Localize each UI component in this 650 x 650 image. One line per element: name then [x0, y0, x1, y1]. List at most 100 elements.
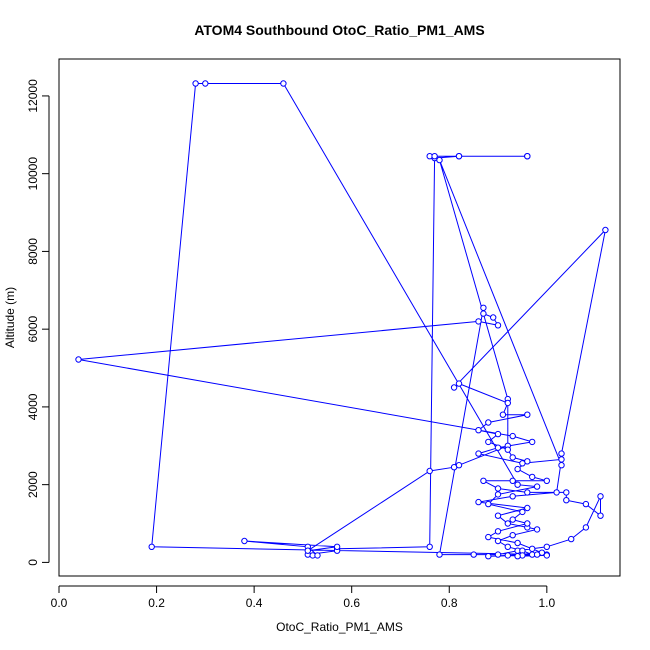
- data-point: [490, 314, 497, 321]
- data-point: [485, 419, 492, 426]
- data-point: [436, 551, 443, 558]
- data-point: [504, 520, 511, 527]
- data-point: [504, 399, 511, 407]
- data-point: [533, 551, 541, 558]
- y-tick-label: 2000: [26, 471, 40, 498]
- data-point: [524, 411, 531, 418]
- data-point: [524, 520, 531, 527]
- data-point: [499, 411, 507, 418]
- data-point: [524, 153, 531, 160]
- data-point: [543, 477, 550, 484]
- data-point: [426, 467, 433, 475]
- data-point: [148, 543, 155, 550]
- data-point: [597, 512, 604, 519]
- chart-title: ATOM4 Southbound OtoC_Ratio_PM1_AMS: [194, 22, 484, 38]
- data-point: [514, 553, 521, 560]
- data-point: [475, 450, 482, 457]
- y-axis-label: Altitude (m): [3, 287, 17, 348]
- data-point: [582, 524, 590, 531]
- data-point: [558, 450, 565, 457]
- data-point: [494, 491, 502, 498]
- data-point: [597, 493, 604, 500]
- data-point: [509, 493, 516, 500]
- data-point: [602, 226, 609, 234]
- x-tick-label: 0.4: [246, 596, 263, 610]
- data-point: [529, 545, 536, 552]
- plot-frame: [58, 58, 621, 577]
- data-point: [563, 497, 570, 504]
- y-tick-label: 6000: [26, 315, 40, 342]
- data-point: [509, 454, 516, 461]
- data-point: [568, 535, 575, 543]
- data-point: [431, 153, 438, 160]
- data-point: [553, 489, 560, 496]
- y-tick-label: 10000: [26, 157, 40, 191]
- data-point: [314, 552, 321, 559]
- data-point: [558, 462, 565, 469]
- y-tick-label: 8000: [26, 238, 40, 265]
- data-point: [582, 500, 590, 508]
- data-point: [470, 551, 477, 558]
- data-point: [509, 532, 516, 539]
- data-point: [475, 427, 482, 434]
- x-tick-label: 0.2: [148, 596, 165, 610]
- data-point: [426, 543, 433, 550]
- data-point: [504, 543, 511, 550]
- data-point: [485, 500, 492, 508]
- data-point: [475, 498, 482, 506]
- data-point: [514, 539, 521, 547]
- data-point: [543, 552, 550, 559]
- data-point: [494, 551, 502, 558]
- data-series: [75, 80, 609, 560]
- data-point: [485, 533, 492, 541]
- data-point: [494, 322, 502, 329]
- data-point: [450, 384, 458, 391]
- data-point: [504, 552, 511, 559]
- x-tick-label: 1.0: [538, 596, 555, 610]
- data-point: [509, 477, 516, 484]
- data-point: [529, 438, 536, 446]
- y-tick-label: 12000: [26, 79, 40, 113]
- data-point: [202, 80, 209, 87]
- data-point: [480, 310, 487, 317]
- data-point: [519, 508, 526, 516]
- data-point: [480, 477, 487, 484]
- x-tick-label: 0.0: [51, 596, 68, 610]
- data-point: [563, 489, 570, 496]
- data-point: [485, 438, 492, 446]
- data-point: [524, 489, 531, 496]
- data-point: [436, 156, 443, 164]
- data-point: [475, 318, 482, 325]
- y-tick-label: 4000: [26, 393, 40, 420]
- data-point: [455, 153, 463, 160]
- data-point: [304, 547, 311, 554]
- x-axis-label: OtoC_Ratio_PM1_AMS: [276, 620, 403, 634]
- data-point: [280, 80, 287, 87]
- data-point: [524, 504, 531, 512]
- data-point: [514, 465, 521, 473]
- x-tick-label: 0.6: [343, 596, 360, 610]
- x-tick-label: 0.8: [441, 596, 458, 610]
- data-point: [509, 432, 516, 440]
- data-point: [455, 380, 463, 387]
- data-point: [494, 512, 502, 519]
- data-point: [494, 485, 502, 492]
- data-point: [494, 528, 502, 535]
- data-point: [75, 356, 82, 363]
- data-point: [494, 430, 502, 438]
- data-point: [519, 460, 526, 467]
- data-point: [514, 481, 521, 488]
- data-point: [333, 543, 341, 550]
- data-point: [558, 456, 565, 463]
- y-axis: 0 2000 4000 6000 8000 10000 12000: [26, 79, 50, 566]
- x-axis: 0.0 0.2 0.4 0.6 0.8 1.0: [51, 585, 555, 610]
- data-point: [494, 444, 502, 451]
- data-point: [241, 537, 248, 545]
- data-point: [504, 446, 511, 453]
- data-point: [529, 473, 536, 481]
- data-point: [533, 526, 541, 533]
- data-point: [543, 543, 550, 550]
- data-point: [480, 304, 487, 311]
- data-point: [485, 553, 492, 560]
